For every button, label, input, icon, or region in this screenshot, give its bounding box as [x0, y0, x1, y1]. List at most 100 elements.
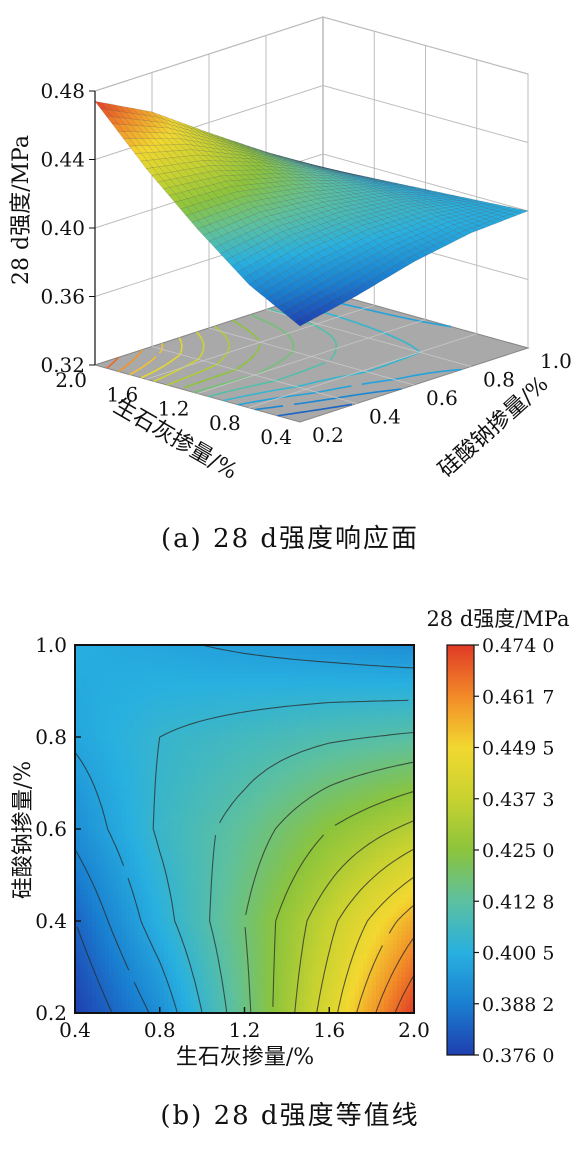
contour-cell [164, 719, 169, 724]
contour-cell [189, 935, 194, 940]
contour-cell [113, 870, 118, 875]
contour-cell [147, 847, 152, 852]
contour-cell [134, 916, 139, 921]
contour-cell [168, 769, 173, 774]
contour-cell [185, 686, 190, 691]
contour-cell [198, 985, 203, 990]
contour-cell [172, 958, 177, 963]
contour-cell [245, 838, 250, 843]
contour-cell [228, 847, 233, 852]
contour-cell [257, 976, 262, 981]
contour-cell [228, 921, 233, 926]
contour-cell [189, 921, 194, 926]
contour-cell [143, 949, 148, 954]
contour-cell [181, 765, 186, 770]
contour-cell [198, 659, 203, 664]
contour-cell [177, 686, 182, 691]
contour-cell [194, 930, 199, 935]
contour-cell [147, 705, 152, 710]
contour-cell [219, 926, 224, 931]
contour-cell [253, 801, 258, 806]
contour-cell [147, 861, 152, 866]
contour-cell [100, 939, 105, 944]
contour-cell [147, 834, 152, 839]
contour-cell [194, 723, 199, 728]
contour-cell [134, 838, 139, 843]
contour-cell [105, 792, 110, 797]
contour-cell [134, 880, 139, 885]
contour-cell [232, 691, 237, 696]
contour-cell [143, 714, 148, 719]
contour-cell [232, 847, 237, 852]
contour-cell [194, 760, 199, 765]
contour-cell [134, 815, 139, 820]
contour-cell [168, 788, 173, 793]
contour-cell [198, 939, 203, 944]
contour-cell [156, 728, 161, 733]
contour-cell [240, 654, 245, 659]
contour-cell [219, 788, 224, 793]
contour-cell [96, 737, 101, 742]
contour-cell [151, 884, 156, 889]
contour-cell [79, 898, 84, 903]
contour-cell [83, 677, 88, 682]
contour-cell [147, 912, 152, 917]
contour-cell [232, 930, 237, 935]
contour-cell [223, 765, 228, 770]
contour-cell [130, 972, 135, 977]
contour-cell [147, 788, 152, 793]
contour-cell [134, 926, 139, 931]
contour-cell [249, 834, 254, 839]
contour-cell [245, 654, 250, 659]
contour-cell [232, 939, 237, 944]
contour-cell [100, 677, 105, 682]
contour-cell [211, 953, 216, 958]
contour-cell [92, 893, 97, 898]
contour-cell [130, 976, 135, 981]
contour-cell [177, 769, 182, 774]
contour-cell [96, 990, 101, 995]
contour-cell [151, 972, 156, 977]
contour-cell [83, 797, 88, 802]
contour-cell [253, 815, 258, 820]
contour-cell [100, 949, 105, 954]
contour-cell [202, 811, 207, 816]
contour-cell [79, 815, 84, 820]
contour-cell [257, 686, 262, 691]
contour-cell [245, 857, 250, 862]
contour-cell [105, 788, 110, 793]
contour-cell [181, 907, 186, 912]
contour-cell [134, 820, 139, 825]
contour-cell [236, 889, 241, 894]
contour-cell [245, 774, 250, 779]
contour-cell [134, 742, 139, 747]
contour-cell [257, 760, 262, 765]
contour-cell [206, 792, 211, 797]
contour-cell [109, 797, 114, 802]
contour-cell [105, 880, 110, 885]
contour-cell [219, 705, 224, 710]
contour-cell [202, 912, 207, 917]
contour-cell [151, 962, 156, 967]
contour-cell [202, 778, 207, 783]
contour-cell [253, 719, 258, 724]
contour-cell [215, 852, 220, 857]
contour-cell [198, 944, 203, 949]
contour-cell [83, 999, 88, 1004]
contour-cell [181, 728, 186, 733]
contour-cell [117, 834, 122, 839]
contour-cell [172, 659, 177, 664]
contour-cell [172, 677, 177, 682]
contour-cell [211, 668, 216, 673]
contour-cell [249, 903, 254, 908]
contour-cell [168, 778, 173, 783]
contour-cell [232, 935, 237, 940]
contour-cell [245, 682, 250, 687]
contour-cell [219, 847, 224, 852]
contour-cell [202, 696, 207, 701]
contour-cell [206, 838, 211, 843]
contour-cell [240, 889, 245, 894]
contour-cell [240, 746, 245, 751]
contour-cell [88, 972, 93, 977]
contour-cell [139, 985, 144, 990]
